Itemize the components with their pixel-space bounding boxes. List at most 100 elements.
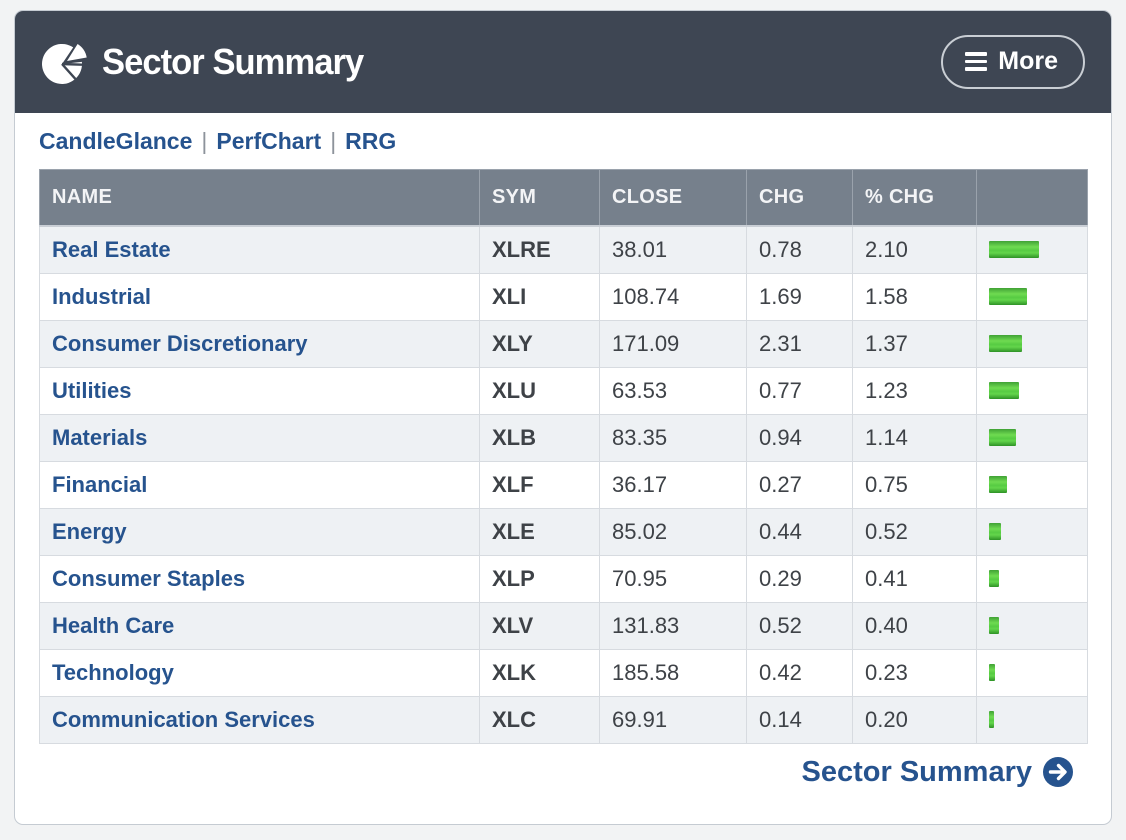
sym-cell: XLF	[479, 460, 600, 509]
sector-summary-link-label: Sector Summary	[801, 755, 1033, 788]
pct-chg-bar-cell	[976, 366, 1088, 415]
sector-link[interactable]: Consumer Discretionary	[52, 330, 308, 356]
widget-title: Sector Summary	[102, 41, 364, 82]
sector-name-cell: Real Estate	[39, 225, 480, 274]
column-header-chg: CHG	[746, 168, 853, 228]
table-row: Financial XLF 36.17 0.27 0.75	[39, 460, 1088, 509]
chg-cell: 0.14	[746, 695, 853, 744]
table-row: Real Estate XLRE 38.01 0.78 2.10	[39, 225, 1088, 274]
pie-chart-icon	[41, 36, 89, 88]
sym-cell: XLU	[479, 366, 600, 415]
column-header--chg: % CHG	[852, 168, 977, 228]
pct-chg-bar-cell	[976, 413, 1088, 462]
table-row: Technology XLK 185.58 0.42 0.23	[39, 648, 1088, 697]
pct-chg-bar-cell	[976, 460, 1088, 509]
sector-name-cell: Consumer Staples	[39, 554, 480, 603]
pct-chg-bar-cell	[976, 272, 1088, 321]
pct-chg-bar	[989, 570, 999, 588]
sector-link[interactable]: Real Estate	[52, 236, 171, 262]
pct-chg-bar	[989, 382, 1019, 400]
table-header-row: NAME SYM CLOSE CHG% CHG	[39, 168, 1088, 228]
sym-cell: XLRE	[479, 225, 600, 274]
sector-link[interactable]: Energy	[52, 518, 127, 544]
link-separator: |	[201, 128, 208, 154]
sector-link[interactable]: Materials	[52, 424, 148, 450]
close-cell: 131.83	[599, 601, 747, 650]
table-row: Industrial XLI 108.74 1.69 1.58	[39, 272, 1088, 321]
pct-chg-bar	[989, 476, 1007, 494]
sym-cell: XLK	[479, 648, 600, 697]
pct-chg-bar	[989, 429, 1016, 447]
sector-link[interactable]: Utilities	[52, 377, 132, 403]
arrow-circle-icon	[1043, 757, 1073, 788]
chg-cell: 0.44	[746, 507, 853, 556]
sector-name-cell: Communication Services	[39, 695, 480, 744]
table-row: Health Care XLV 131.83 0.52 0.40	[39, 601, 1088, 650]
sym-cell: XLE	[479, 507, 600, 556]
widget-footer: Sector Summary	[15, 744, 1111, 789]
chg-cell: 0.77	[746, 366, 853, 415]
close-cell: 36.17	[599, 460, 747, 509]
sector-summary-link[interactable]: Sector Summary	[801, 755, 1073, 789]
pct-chg-cell: 1.23	[852, 366, 977, 415]
pct-chg-bar	[989, 711, 994, 729]
sector-link[interactable]: Consumer Staples	[52, 565, 246, 591]
pct-chg-bar	[989, 241, 1039, 259]
pct-chg-cell: 0.41	[852, 554, 977, 603]
sector-link[interactable]: Industrial	[52, 283, 152, 309]
sector-name-cell: Health Care	[39, 601, 480, 650]
chg-cell: 0.52	[746, 601, 853, 650]
chg-cell: 0.42	[746, 648, 853, 697]
pct-chg-bar-cell	[976, 695, 1088, 744]
pct-chg-bar	[989, 335, 1022, 353]
sector-link[interactable]: Health Care	[52, 612, 175, 638]
pct-chg-bar-cell	[976, 601, 1088, 650]
pct-chg-bar	[989, 288, 1027, 306]
table-row: Materials XLB 83.35 0.94 1.14	[39, 413, 1088, 462]
menu-icon	[965, 52, 988, 71]
close-cell: 108.74	[599, 272, 747, 321]
chg-cell: 0.27	[746, 460, 853, 509]
sym-cell: XLB	[479, 413, 600, 462]
sector-name-cell: Industrial	[39, 272, 480, 321]
close-cell: 83.35	[599, 413, 747, 462]
tool-link-perfchart[interactable]: PerfChart	[216, 128, 322, 154]
chg-cell: 1.69	[746, 272, 853, 321]
pct-chg-cell: 1.37	[852, 319, 977, 368]
sector-name-cell: Materials	[39, 413, 480, 462]
table-row: Communication Services XLC 69.91 0.14 0.20	[39, 695, 1088, 744]
sym-cell: XLY	[479, 319, 600, 368]
tool-link-rrg[interactable]: RRG	[345, 128, 397, 154]
sector-link[interactable]: Technology	[52, 659, 174, 685]
tool-links-bar: CandleGlance | PerfChart | RRG	[15, 113, 1111, 169]
sector-name-cell: Financial	[39, 460, 480, 509]
pct-chg-cell: 0.23	[852, 648, 977, 697]
close-cell: 185.58	[599, 648, 747, 697]
widget-header: Sector Summary More	[15, 11, 1111, 113]
sector-link[interactable]: Financial	[52, 471, 148, 497]
tool-link-candleglance[interactable]: CandleGlance	[39, 128, 193, 154]
table-row: Consumer Discretionary XLY 171.09 2.31 1.37	[39, 319, 1088, 368]
pct-chg-bar-cell	[976, 554, 1088, 603]
pct-chg-bar	[989, 617, 999, 635]
chg-cell: 2.31	[746, 319, 853, 368]
pct-chg-bar-cell	[976, 225, 1088, 274]
sector-table: NAME SYM CLOSE CHG% CHG Real Estate XLRE 38.0…	[39, 168, 1088, 744]
sector-link[interactable]: Communication Services	[52, 706, 315, 732]
close-cell: 69.91	[599, 695, 747, 744]
pct-chg-bar-cell	[976, 648, 1088, 697]
pct-chg-bar	[989, 523, 1001, 541]
sector-name-cell: Technology	[39, 648, 480, 697]
column-header-close: CLOSE	[599, 168, 747, 228]
pct-chg-cell: 2.10	[852, 225, 977, 274]
more-button[interactable]: More	[941, 35, 1085, 89]
pct-chg-cell: 0.52	[852, 507, 977, 556]
pct-chg-cell: 0.75	[852, 460, 977, 509]
sym-cell: XLV	[479, 601, 600, 650]
close-cell: 85.02	[599, 507, 747, 556]
sym-cell: XLC	[479, 695, 600, 744]
column-header-bar	[976, 168, 1088, 228]
close-cell: 38.01	[599, 225, 747, 274]
sym-cell: XLI	[479, 272, 600, 321]
sector-name-cell: Consumer Discretionary	[39, 319, 480, 368]
